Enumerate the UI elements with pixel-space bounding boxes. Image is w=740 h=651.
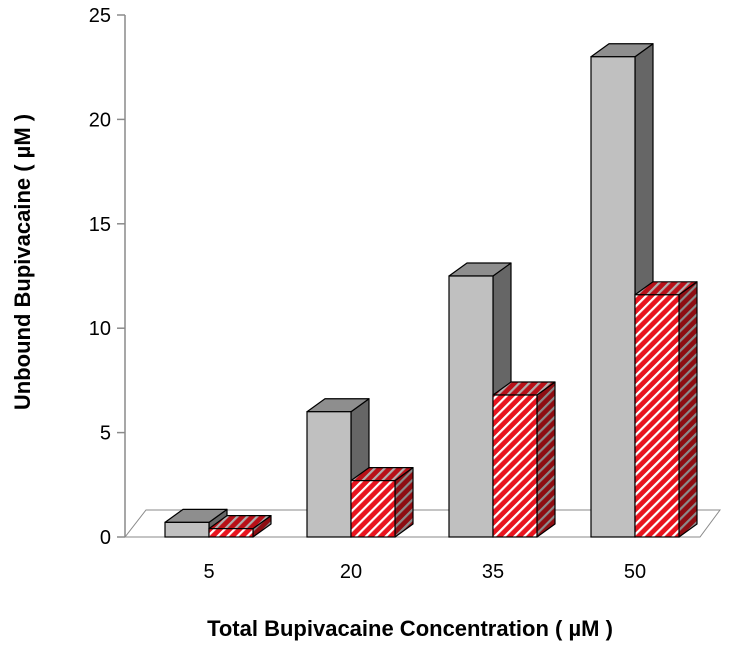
- bars: [164, 43, 698, 538]
- bar-front: [306, 411, 352, 538]
- y-tick-label: 5: [100, 423, 111, 445]
- bar-front: [208, 528, 254, 538]
- bar-side: [536, 381, 556, 538]
- bar-red-50: [634, 281, 698, 538]
- bar-front: [590, 56, 636, 538]
- bar-red-20: [350, 467, 414, 538]
- bar-red-35: [492, 381, 556, 538]
- x-axis-ticks: 5 20 35 50: [203, 561, 646, 583]
- bar-front: [492, 394, 538, 538]
- bar-front: [448, 275, 494, 538]
- bar-front: [164, 521, 210, 538]
- y-tick-label: 20: [89, 109, 111, 131]
- x-tick-label: 35: [482, 561, 504, 583]
- x-tick-label: 50: [624, 561, 646, 583]
- bar-front: [634, 294, 680, 538]
- y-axis: 0 5 10 15 20 25: [89, 5, 126, 549]
- y-tick-label: 25: [89, 5, 111, 27]
- bar-front: [350, 480, 396, 538]
- y-tick-label: 0: [100, 527, 111, 549]
- x-axis-title: Total Bupivacaine Concentration ( µM ): [207, 616, 613, 641]
- x-tick-label: 20: [340, 561, 362, 583]
- y-tick-label: 15: [89, 214, 111, 236]
- x-tick-label: 5: [203, 561, 214, 583]
- y-axis-title: Unbound Bupivacaine ( µM ): [10, 114, 35, 410]
- bar-red-5: [208, 515, 272, 538]
- y-tick-label: 10: [89, 318, 111, 340]
- bar-side: [678, 281, 698, 538]
